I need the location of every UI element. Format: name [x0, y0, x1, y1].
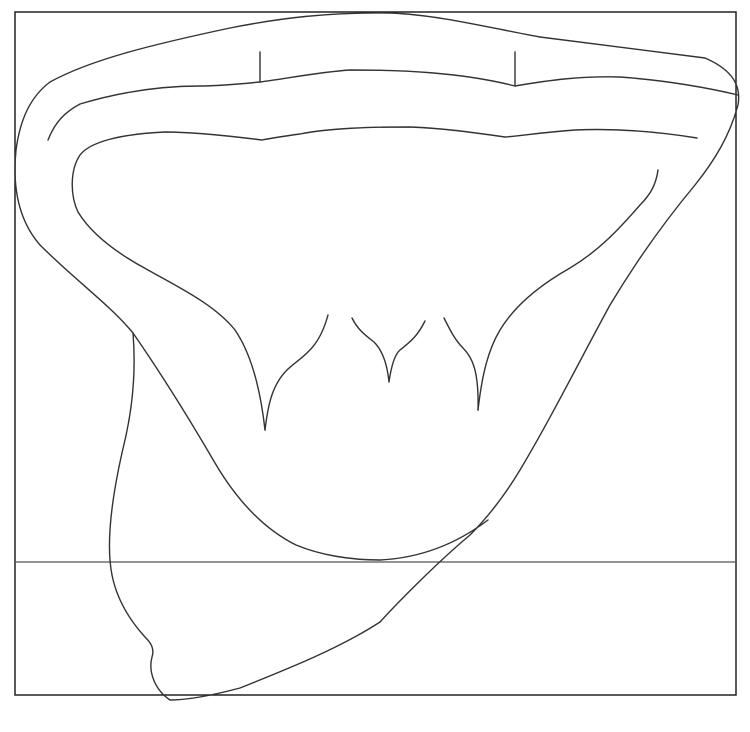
right-inner-arm-stroke — [477, 169, 659, 411]
tooth-left-stroke — [264, 314, 329, 431]
tooth-middle-stroke — [351, 317, 426, 383]
bowl-contour-stroke — [132, 332, 489, 561]
tooth-right-stroke — [443, 317, 479, 411]
drawing-frame — [14, 11, 737, 696]
inner-band-top-stroke — [47, 69, 739, 141]
outer-contour-stroke — [14, 12, 740, 701]
inner-cavity-stroke — [71, 126, 698, 431]
